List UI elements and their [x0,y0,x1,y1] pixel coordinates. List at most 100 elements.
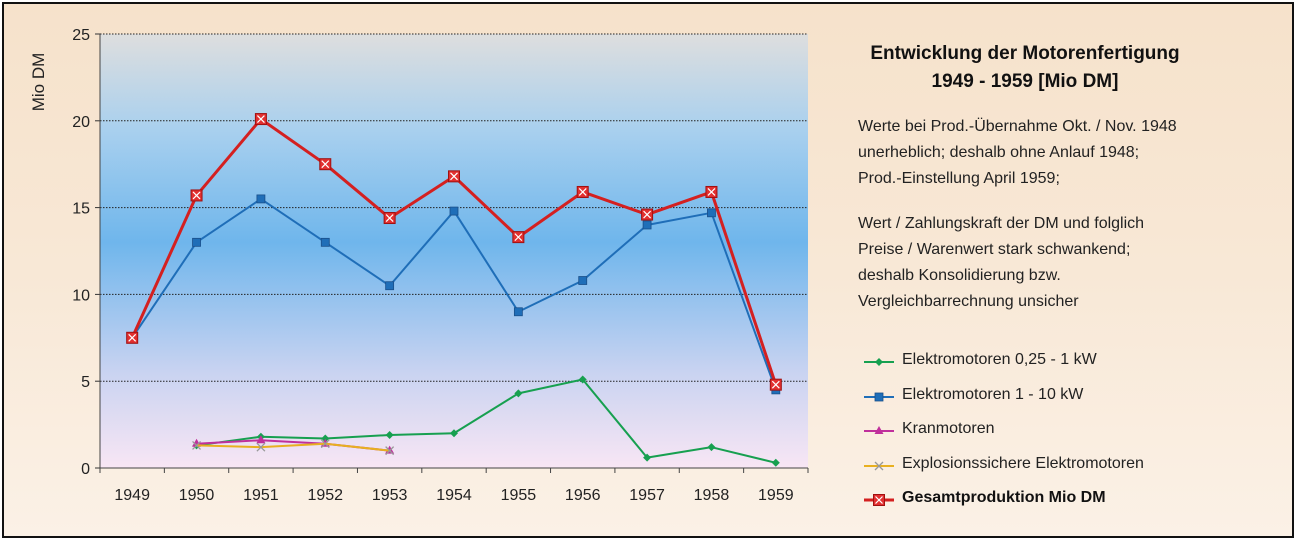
data-point [514,389,523,398]
y-tick-label: 10 [72,287,90,304]
data-point [707,443,716,452]
chart-legend: Elektromotoren 0,25 - 1 kW Elektromotore… [862,348,1282,521]
data-point [192,237,201,247]
marker-stroke [874,461,884,470]
data-point [576,185,589,198]
x-tick-label: 1950 [179,487,215,504]
data-point [256,435,266,444]
x-tick-label: 1959 [758,487,794,504]
title-line-1: Entwicklung der Motorenfertigung [870,43,1180,64]
marker-stroke [128,333,137,342]
series-4 [126,113,782,391]
y-tick-label: 0 [81,461,90,478]
series-3 [192,439,395,456]
x-tick-label: 1955 [501,487,537,504]
x-tick-label: 1956 [565,487,601,504]
legend-swatch [864,392,894,401]
data-point [320,237,330,247]
data-point [513,307,523,317]
data-point [873,494,885,506]
note-line: Werte bei Prod.-Übernahme Okt. / Nov. 19… [858,118,1177,135]
note-line: Wert / Zahlungskraft der DM und folglich [858,215,1145,232]
x-tick-label: 1954 [436,487,472,504]
data-point [875,358,883,366]
note-line: Preise / Warenwert stark schwankend; [858,241,1131,258]
legend-swatch [864,461,894,470]
marker-stroke [192,440,202,450]
note-line: Prod.-Einstellung April 1959; [858,170,1060,187]
legend-swatch [864,494,894,506]
legend-swatch [864,358,894,366]
data-point [320,439,330,449]
data-point [383,212,396,225]
y-tick-label: 25 [72,27,90,44]
marker-stroke [643,210,652,219]
data-point [641,208,654,221]
x-tick-label: 1951 [243,487,279,504]
marker-stroke [450,172,458,181]
series-line [196,442,390,452]
data-point [707,208,716,218]
title-line-2: 1949 - 1959 [Mio DM] [931,71,1119,92]
legend-item-gesamtproduktion: Gesamtproduktion Mio DM [862,486,1282,521]
note-line: unerheblich; deshalb ohne Anlauf 1948; [858,144,1140,161]
legend-label: Gesamtproduktion Mio DM [902,489,1106,506]
marker-stroke [385,214,394,222]
data-point [643,453,652,462]
note-block-1: Werte bei Prod.-Übernahme Okt. / Nov. 19… [858,114,1278,192]
data-point [256,194,266,204]
data-point [321,434,330,443]
note-line: deshalb Konsolidierung bzw. [858,267,1061,284]
data-point [319,158,332,171]
marker-stroke [578,188,587,196]
data-point [642,220,652,230]
data-point [126,331,139,344]
y-tick-label: 5 [81,374,90,391]
marker-stroke [192,191,201,200]
plot-area [100,34,808,468]
data-point [705,185,718,198]
x-tick-label: 1957 [629,487,665,504]
data-point [771,458,780,467]
series-line [196,378,777,464]
data-point [449,206,459,216]
marker-stroke [771,380,780,389]
marker-stroke [321,160,330,169]
data-point [190,189,203,202]
data-point [578,276,588,285]
x-tick-label: 1953 [372,487,408,504]
marker-stroke [875,496,883,504]
data-point [578,375,587,384]
legend-label: Elektromotoren 1 - 10 kW [902,385,1084,403]
legend-label: Kranmotoren [902,420,995,437]
data-point [256,442,266,452]
chart-title: Entwicklung der Motorenfertigung 1949 - … [860,40,1190,96]
data-point [385,431,394,440]
marker-stroke [385,446,395,456]
x-tick-label: 1949 [114,487,150,504]
marker-stroke [707,188,716,196]
marker-stroke [256,442,266,452]
x-tick-label: 1958 [694,487,730,504]
data-point [385,446,395,456]
legend-item-elektromotoren-large: Elektromotoren 1 - 10 kW [862,383,1282,418]
data-point [385,281,395,291]
marker-stroke [514,233,523,242]
marker-stroke [320,439,330,449]
data-point [448,170,460,183]
data-point [450,429,458,438]
data-point [254,113,267,126]
x-tick-label: 1952 [307,487,343,504]
data-point [874,392,884,401]
legend-swatch [864,426,894,434]
data-point [512,231,525,244]
y-tick-label: 20 [72,114,90,131]
note-block-2: Wert / Zahlungskraft der DM und folglich… [858,211,1278,315]
data-point [769,378,782,391]
legend-item-kranmotoren: Kranmotoren [862,417,1282,452]
data-point [192,440,202,450]
data-point [874,426,884,434]
legend-item-elektromotoren-small: Elektromotoren 0,25 - 1 kW [862,348,1282,383]
note-line: Vergleichbarrechnung unsicher [858,293,1079,310]
